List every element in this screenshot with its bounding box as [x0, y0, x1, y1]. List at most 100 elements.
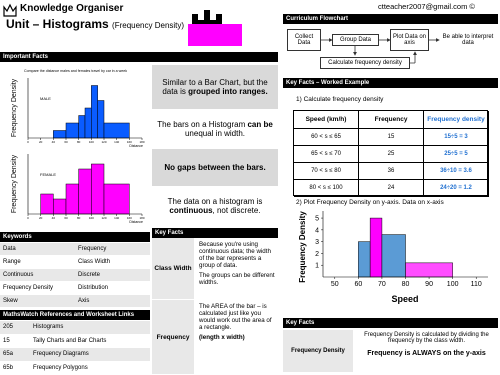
bar — [97, 100, 105, 139]
definition: Frequency Density is calculated by divid… — [355, 330, 498, 372]
bar — [53, 198, 67, 215]
keywords-table: Data Frequency Range Class Width Continuous D… — [0, 243, 150, 309]
x-tick-label: 160 — [127, 140, 132, 144]
bar — [358, 241, 371, 278]
table-cell: 80 < s ≤ 100 — [294, 180, 359, 197]
example-histograms: Compare the distance males and females t… — [11, 69, 145, 224]
y-label: Frequency Density — [11, 154, 18, 213]
table-cell: Data — [0, 243, 75, 256]
section-heading: Key Facts — [283, 318, 498, 328]
definition: The AREA of the bar – is calculated just… — [196, 300, 278, 375]
x-tick-label: 110 — [471, 281, 482, 288]
table-cell: 24÷20 = 1.2 — [424, 180, 489, 197]
step-text: 1) Calculate frequency density — [296, 96, 384, 103]
table-cell: 60 < s ≤ 65 — [294, 129, 359, 146]
x-tick-label: 100 — [89, 140, 94, 144]
bar — [65, 183, 79, 215]
x-tick-label: 80 — [77, 140, 81, 144]
x-tick-label: 100 — [89, 216, 94, 220]
section-heading: Curriculum Flowchart — [283, 14, 498, 24]
x-tick-label: 70 — [378, 281, 386, 288]
table-cell: Frequency — [75, 243, 150, 256]
y-tick-label: 5 — [315, 216, 319, 223]
table-cell: 70 < s ≤ 80 — [294, 163, 359, 180]
section-heading: Key Facts — [152, 228, 278, 238]
flow-step: Be able to interpret data — [440, 29, 496, 51]
y-tick-label: 2 — [315, 251, 319, 258]
worked-histogram: 50 60 70 80 90 100 110 1 2 3 4 5 Frequency Density Sp… — [298, 211, 488, 304]
x-tick-label: 140 — [114, 216, 119, 220]
bar — [65, 122, 79, 139]
table-cell: Frequency Polygons — [30, 361, 150, 375]
x-tick-label: 80 — [77, 216, 81, 220]
fact-text: No gaps between the bars. — [164, 163, 265, 172]
caption: Compare the distance males and females t… — [24, 69, 127, 73]
table-cell: Frequency Density — [0, 282, 75, 295]
table-cell: 24 — [359, 180, 424, 197]
table-cell: 205 — [0, 321, 30, 335]
chart-label: FEMALE — [40, 172, 56, 177]
logo — [3, 3, 17, 17]
definition-text: Frequency Density is calculated by divid… — [364, 332, 489, 344]
fact-part: No gaps between the bars. — [164, 163, 266, 172]
x-tick-label: 100 — [447, 281, 459, 288]
unit-title: Unit – Histograms (Frequency Density) — [6, 17, 184, 31]
fact-text: Similar to a Bar Chart, but the data is … — [155, 78, 275, 96]
flow-loop: Calculate frequency density — [320, 57, 410, 69]
term: Frequency — [152, 300, 194, 375]
table-cell: 65 < s ≤ 70 — [294, 146, 359, 163]
table-cell: Continuous — [0, 269, 75, 282]
x-tick-label: 0 — [27, 140, 29, 144]
table-cell: 36÷10 = 3.6 — [424, 163, 489, 180]
bar — [103, 122, 130, 139]
section-heading: Important Facts — [0, 52, 278, 62]
x-tick-label: 60 — [354, 281, 362, 288]
definition: Because you're using continuous data; th… — [196, 238, 278, 300]
email: ctteacher2007@gmail.com © — [378, 2, 475, 11]
column-header: Frequency density — [424, 111, 489, 129]
key-facts-table: Class Width Because you're using continuo… — [152, 238, 278, 375]
mathswatch-table: 205 Histograms 15 Tally Charts and Bar Char… — [0, 321, 150, 375]
worked-table: Speed (km/h) Frequency Frequency density 60… — [293, 110, 489, 197]
fact-part: The data on a histogram is — [167, 196, 263, 206]
table-cell: 65a — [0, 348, 30, 362]
section-heading: MathsWatch References and Worksheet Link… — [0, 310, 150, 320]
x-tick-label: 40 — [52, 140, 56, 144]
table-cell: Frequency Diagrams — [30, 348, 150, 362]
fact: No gaps between the bars. — [152, 149, 278, 186]
column-header: Speed (km/h) — [294, 111, 359, 129]
fact-part: , not discrete. — [212, 205, 261, 215]
table-cell: Histograms — [30, 321, 150, 335]
fact: The bars on a Histogram can be unequal i… — [152, 109, 278, 149]
flow-arrows — [321, 38, 440, 64]
x-tick-label: 180 — [139, 216, 144, 220]
y-tick-label: 1 — [315, 263, 319, 270]
flow-step: Plot Data on axis — [390, 29, 429, 51]
table-cell: Range — [0, 256, 75, 269]
x-tick-label: 120 — [101, 216, 106, 220]
definition-text: The AREA of the bar – is calculated just… — [199, 303, 272, 331]
fact-part: continuous — [169, 205, 213, 215]
x-tick-label: 60 — [64, 140, 68, 144]
bar — [91, 85, 98, 139]
x-tick-label: 50 — [331, 281, 339, 288]
table-cell: 15 — [0, 334, 30, 348]
x-tick-label: 160 — [127, 216, 132, 220]
fact-part: Similar to a Bar Chart, but the data is — [162, 78, 268, 96]
table-cell: Distribution — [75, 282, 150, 295]
bar — [78, 168, 92, 215]
term: Class Width — [152, 238, 194, 300]
term: Frequency Density — [283, 330, 353, 372]
x-tick-label: 140 — [114, 140, 119, 144]
x-tick-label: 120 — [101, 140, 106, 144]
bar — [369, 217, 383, 278]
crown-icon — [188, 10, 242, 46]
x-label: Speed — [391, 294, 418, 304]
definition-text: Because you're using continuous data; th… — [199, 241, 271, 269]
x-label: Distance — [129, 144, 143, 148]
bar — [78, 115, 86, 139]
flow-step: Group Data — [332, 34, 379, 46]
bar — [91, 163, 105, 215]
definition-text: (length x width) — [199, 334, 245, 341]
